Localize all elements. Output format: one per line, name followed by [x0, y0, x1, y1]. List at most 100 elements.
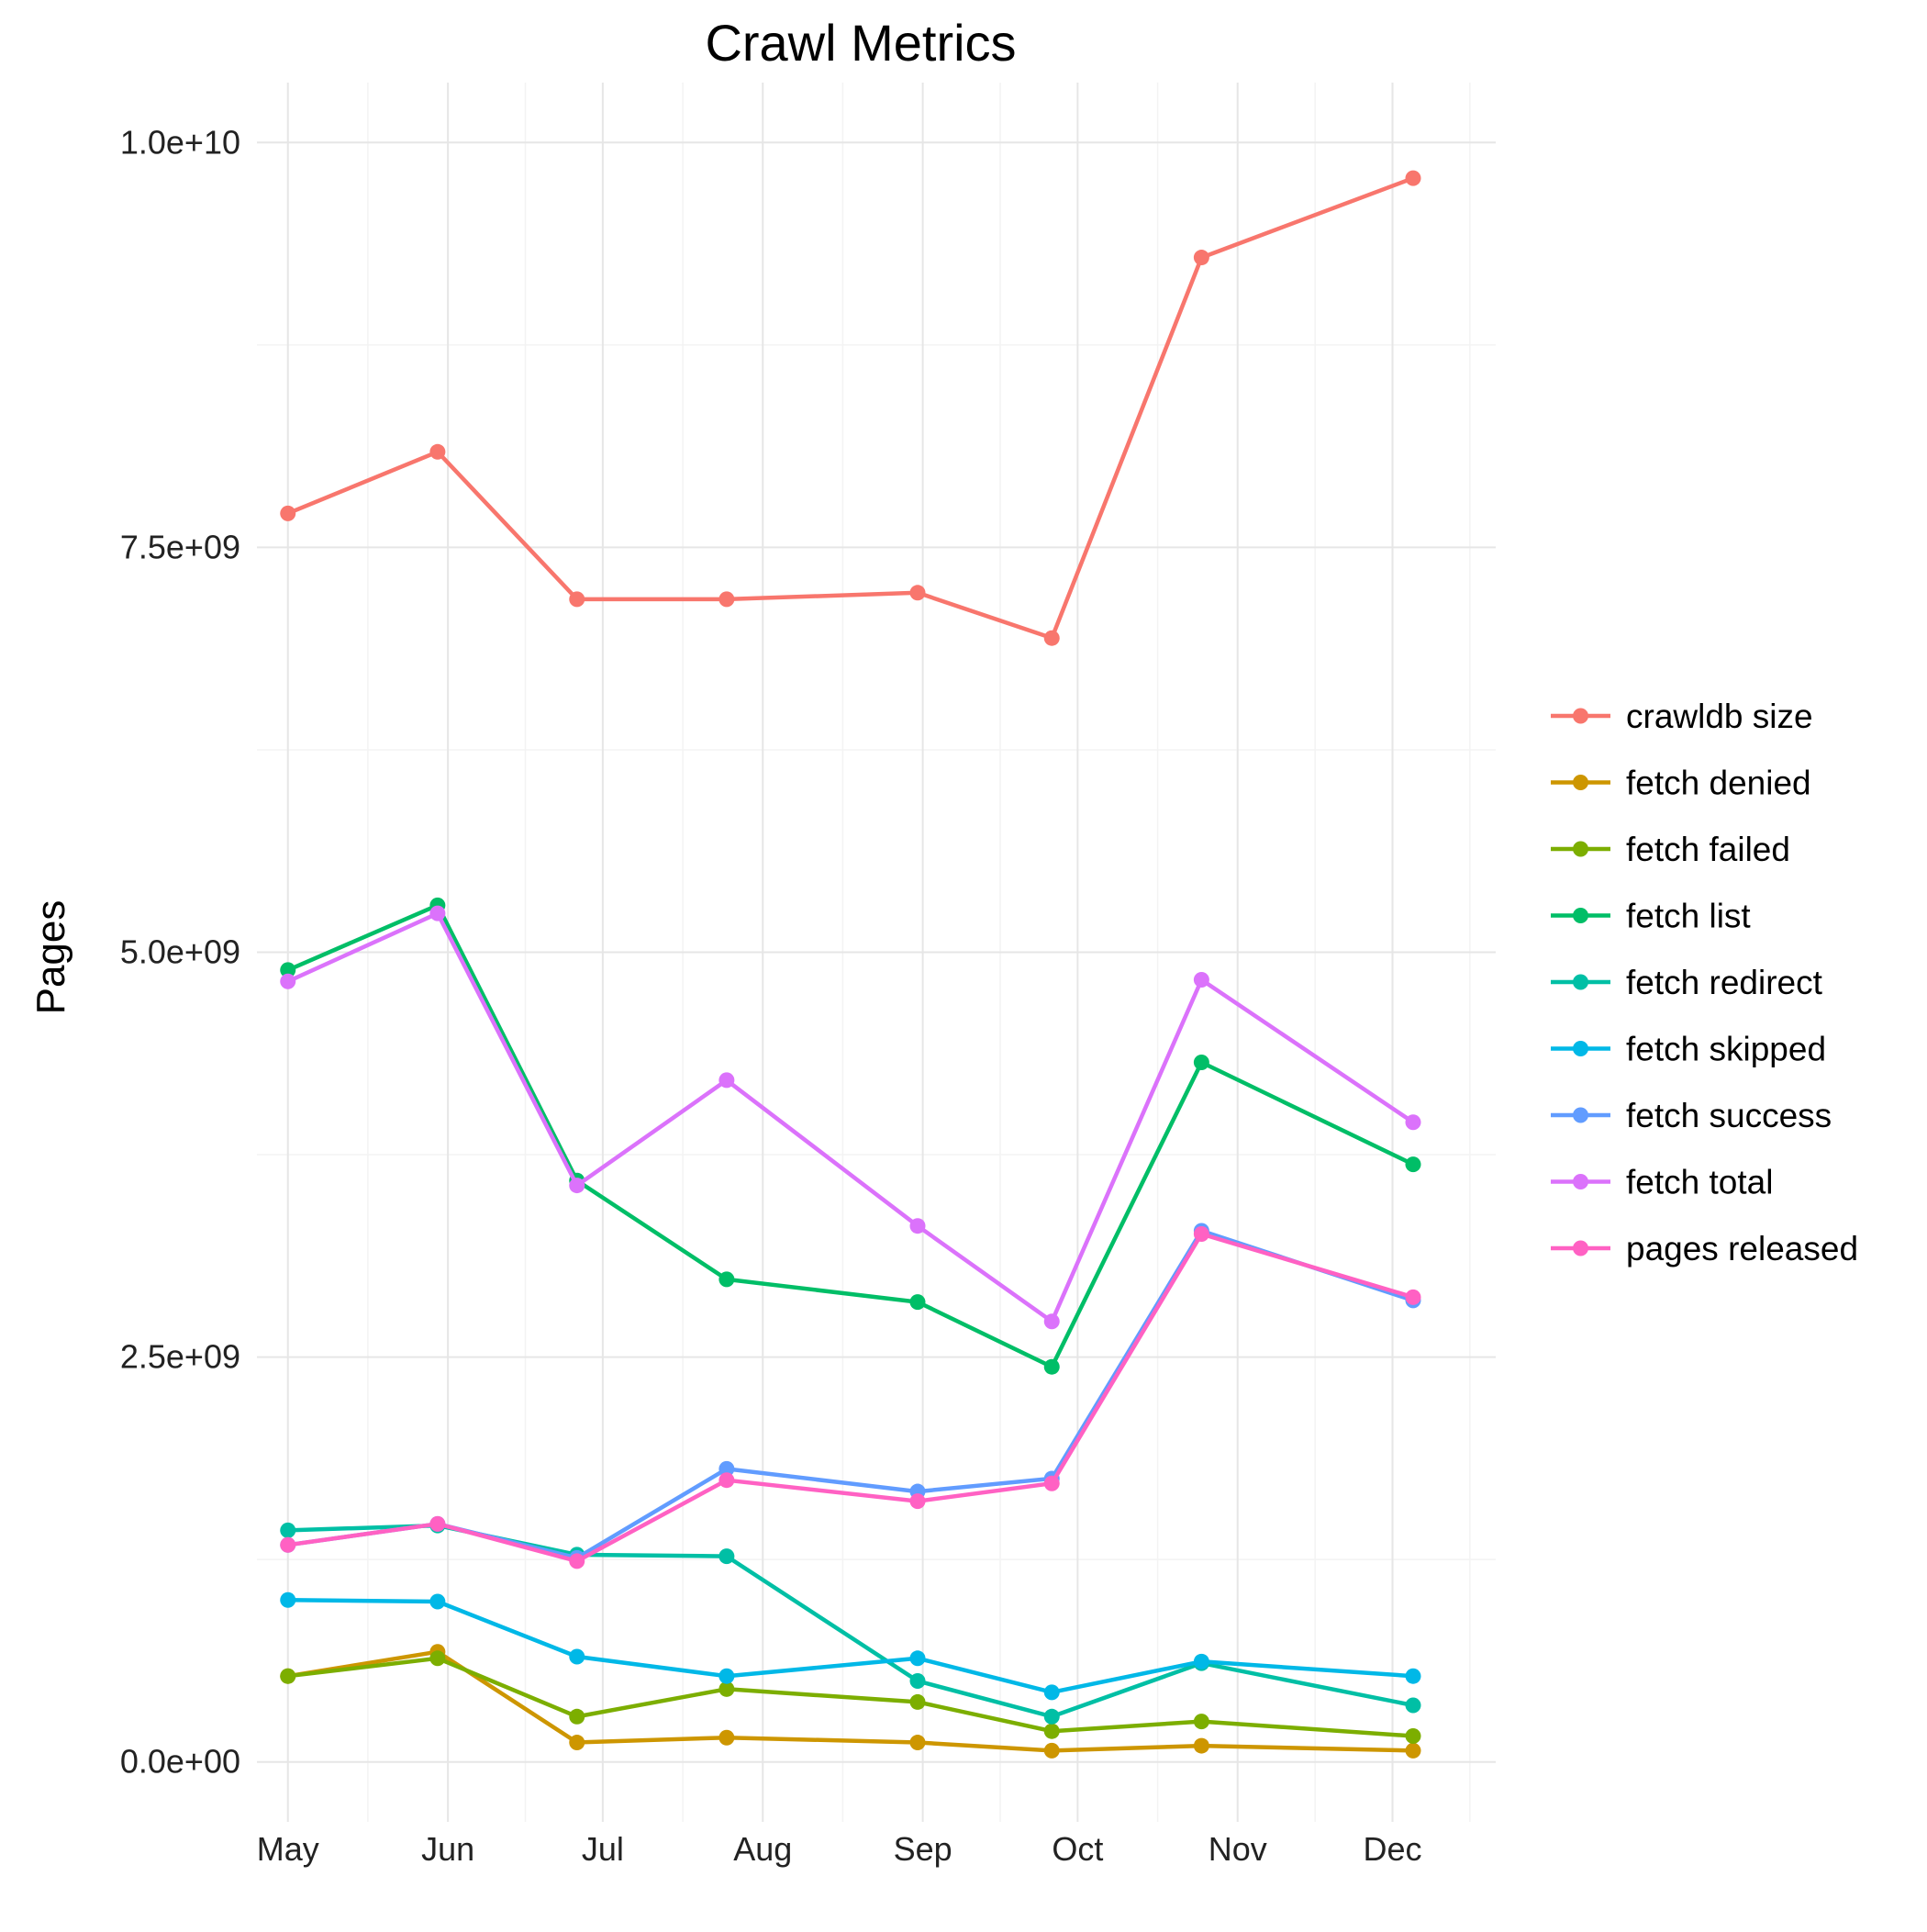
y-tick-label: 5.0e+09 — [120, 933, 240, 971]
series-line — [287, 1523, 1414, 1719]
data-point — [1043, 1684, 1060, 1701]
x-tick-label: Jun — [421, 1830, 474, 1868]
data-point — [1043, 1313, 1060, 1330]
legend-swatch-point — [1573, 1174, 1588, 1189]
data-point — [569, 1708, 585, 1725]
data-point — [1193, 250, 1209, 266]
series-fetch-redirect — [280, 1517, 1421, 1725]
data-point — [1405, 1742, 1421, 1759]
data-point — [1405, 1668, 1421, 1684]
x-tick-label: Jul — [582, 1830, 624, 1868]
series-line — [287, 1228, 1414, 1560]
data-point — [429, 1515, 446, 1532]
data-point — [569, 1553, 585, 1569]
y-tick-label: 7.5e+09 — [120, 528, 240, 565]
data-point — [280, 1522, 296, 1538]
x-tick-label: Oct — [1052, 1830, 1103, 1868]
data-point — [1193, 1653, 1209, 1670]
legend-item-crawldb-size: crawldb size — [1551, 698, 1813, 735]
data-point — [1405, 1156, 1421, 1173]
legend-item-fetch-redirect: fetch redirect — [1551, 964, 1823, 1001]
legend: crawldb size fetch denied fetch failed fetc… — [1551, 698, 1858, 1268]
data-point — [909, 1650, 926, 1667]
data-point — [569, 1648, 585, 1665]
data-point — [1043, 1475, 1060, 1491]
data-point — [1405, 170, 1421, 186]
data-point — [1193, 1737, 1209, 1754]
data-point — [909, 1672, 926, 1689]
data-point — [569, 591, 585, 608]
series-line — [287, 1656, 1414, 1738]
data-point — [429, 905, 446, 921]
data-point — [718, 1668, 735, 1684]
data-point — [718, 1072, 735, 1089]
data-point — [429, 443, 446, 460]
series-pages-released — [280, 1226, 1421, 1569]
legend-item-fetch-skipped: fetch skipped — [1551, 1031, 1826, 1068]
x-tick-label: Nov — [1209, 1830, 1267, 1868]
series-fetch-failed — [280, 1650, 1421, 1744]
chart-title: Crawl Metrics — [705, 14, 1016, 72]
data-point — [909, 1218, 926, 1234]
data-point — [1405, 1289, 1421, 1305]
legend-swatch-point — [1573, 1041, 1588, 1056]
series-crawldb-size — [280, 170, 1421, 646]
x-axis-ticks: May Jun Jul Aug Sep Oct Nov Dec — [257, 1830, 1422, 1868]
data-point — [1043, 1723, 1060, 1739]
legend-swatch-point — [1573, 841, 1588, 857]
data-point — [718, 1548, 735, 1565]
data-point — [718, 591, 735, 608]
data-point — [1405, 1697, 1421, 1714]
legend-label: crawldb size — [1626, 698, 1813, 735]
y-axis-ticks: 0.0e+00 2.5e+09 5.0e+09 7.5e+09 1.0e+10 — [120, 123, 240, 1780]
grid — [257, 83, 1496, 1822]
legend-swatch-point — [1573, 1240, 1588, 1256]
series-line — [286, 910, 1415, 1324]
legend-label: fetch failed — [1626, 831, 1790, 868]
legend-label: fetch list — [1626, 898, 1751, 935]
legend-item-fetch-success: fetch success — [1551, 1097, 1832, 1134]
legend-swatch-point — [1573, 775, 1588, 790]
data-point — [280, 1591, 296, 1608]
y-tick-label: 2.5e+09 — [120, 1338, 240, 1376]
legend-swatch-point — [1573, 708, 1588, 724]
x-tick-label: Dec — [1363, 1830, 1421, 1868]
data-point — [909, 1693, 926, 1710]
data-point — [718, 1681, 735, 1697]
data-point — [909, 1493, 926, 1510]
data-point — [1405, 1114, 1421, 1131]
data-point — [569, 1178, 585, 1194]
legend-item-pages-released: pages released — [1551, 1230, 1858, 1268]
x-tick-label: Aug — [733, 1830, 792, 1868]
legend-label: pages released — [1626, 1230, 1858, 1268]
x-tick-label: Sep — [894, 1830, 952, 1868]
data-point — [280, 1668, 296, 1684]
series-fetch-skipped — [280, 1591, 1421, 1701]
legend-item-fetch-list: fetch list — [1551, 898, 1751, 935]
series-line — [287, 1598, 1414, 1695]
legend-label: fetch success — [1626, 1097, 1832, 1134]
series-fetch-success — [280, 1223, 1421, 1566]
legend-label: fetch redirect — [1626, 964, 1823, 1001]
data-point — [718, 1460, 735, 1477]
data-point — [429, 1650, 446, 1667]
data-point — [1193, 971, 1209, 988]
legend-item-fetch-denied: fetch denied — [1551, 765, 1811, 802]
data-point — [1193, 1714, 1209, 1730]
data-point — [1193, 1226, 1209, 1243]
data-point — [718, 1472, 735, 1489]
data-point — [718, 1729, 735, 1746]
data-point — [280, 962, 296, 978]
y-tick-label: 1.0e+10 — [120, 123, 240, 161]
series-fetch-denied — [280, 1644, 1421, 1759]
legend-label: fetch skipped — [1626, 1031, 1826, 1068]
data-point — [909, 1294, 926, 1311]
data-point — [718, 1271, 735, 1288]
data-point — [909, 1735, 926, 1751]
series-lines — [280, 170, 1421, 1759]
legend-item-fetch-failed: fetch failed — [1551, 831, 1790, 868]
data-point — [1193, 1054, 1209, 1070]
data-point — [280, 505, 296, 521]
